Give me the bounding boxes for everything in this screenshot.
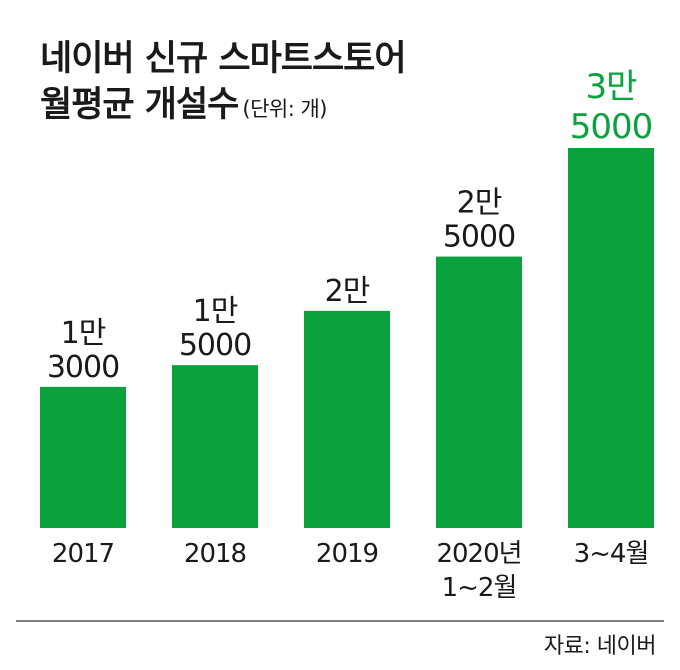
category-label-2-1: 2018: [184, 539, 246, 569]
bar-1: [40, 386, 126, 528]
value-label-1-2: 3000: [47, 350, 119, 385]
value-label-3-1: 2만: [325, 274, 370, 309]
value-label-2-1: 1만: [193, 294, 238, 329]
category-label-4-2: 1~2월: [442, 573, 517, 603]
value-label-1-1: 1만: [61, 316, 106, 351]
value-label-4-2: 5000: [443, 220, 515, 255]
title-line-1: 네이버 신규 스마트스토어: [40, 39, 407, 79]
category-label-5-1: 3~4월: [574, 539, 649, 569]
bar-3: [304, 310, 390, 528]
bar-4: [436, 256, 522, 528]
category-label-1-1: 2017: [52, 539, 114, 569]
chart-title: 네이버 신규 스마트스토어 월평균 개설수 (단위: 개): [40, 36, 407, 132]
value-label-5-1: 3만: [586, 67, 638, 107]
title-line-2-text: 월평균 개설수: [40, 85, 239, 125]
bar-5: [568, 148, 654, 528]
category-label-4-1: 2020년: [436, 539, 521, 569]
value-label-2-2: 5000: [179, 328, 251, 363]
source-note: 자료: 네이버: [543, 634, 657, 659]
category-label-3-1: 2019: [316, 539, 378, 569]
unit-label: (단위: 개): [242, 97, 327, 121]
bar-2: [172, 365, 258, 528]
value-label-5-2: 5000: [570, 107, 653, 147]
title-line-2: 월평균 개설수 (단위: 개): [40, 82, 406, 132]
value-label-4-1: 2만: [457, 186, 502, 221]
